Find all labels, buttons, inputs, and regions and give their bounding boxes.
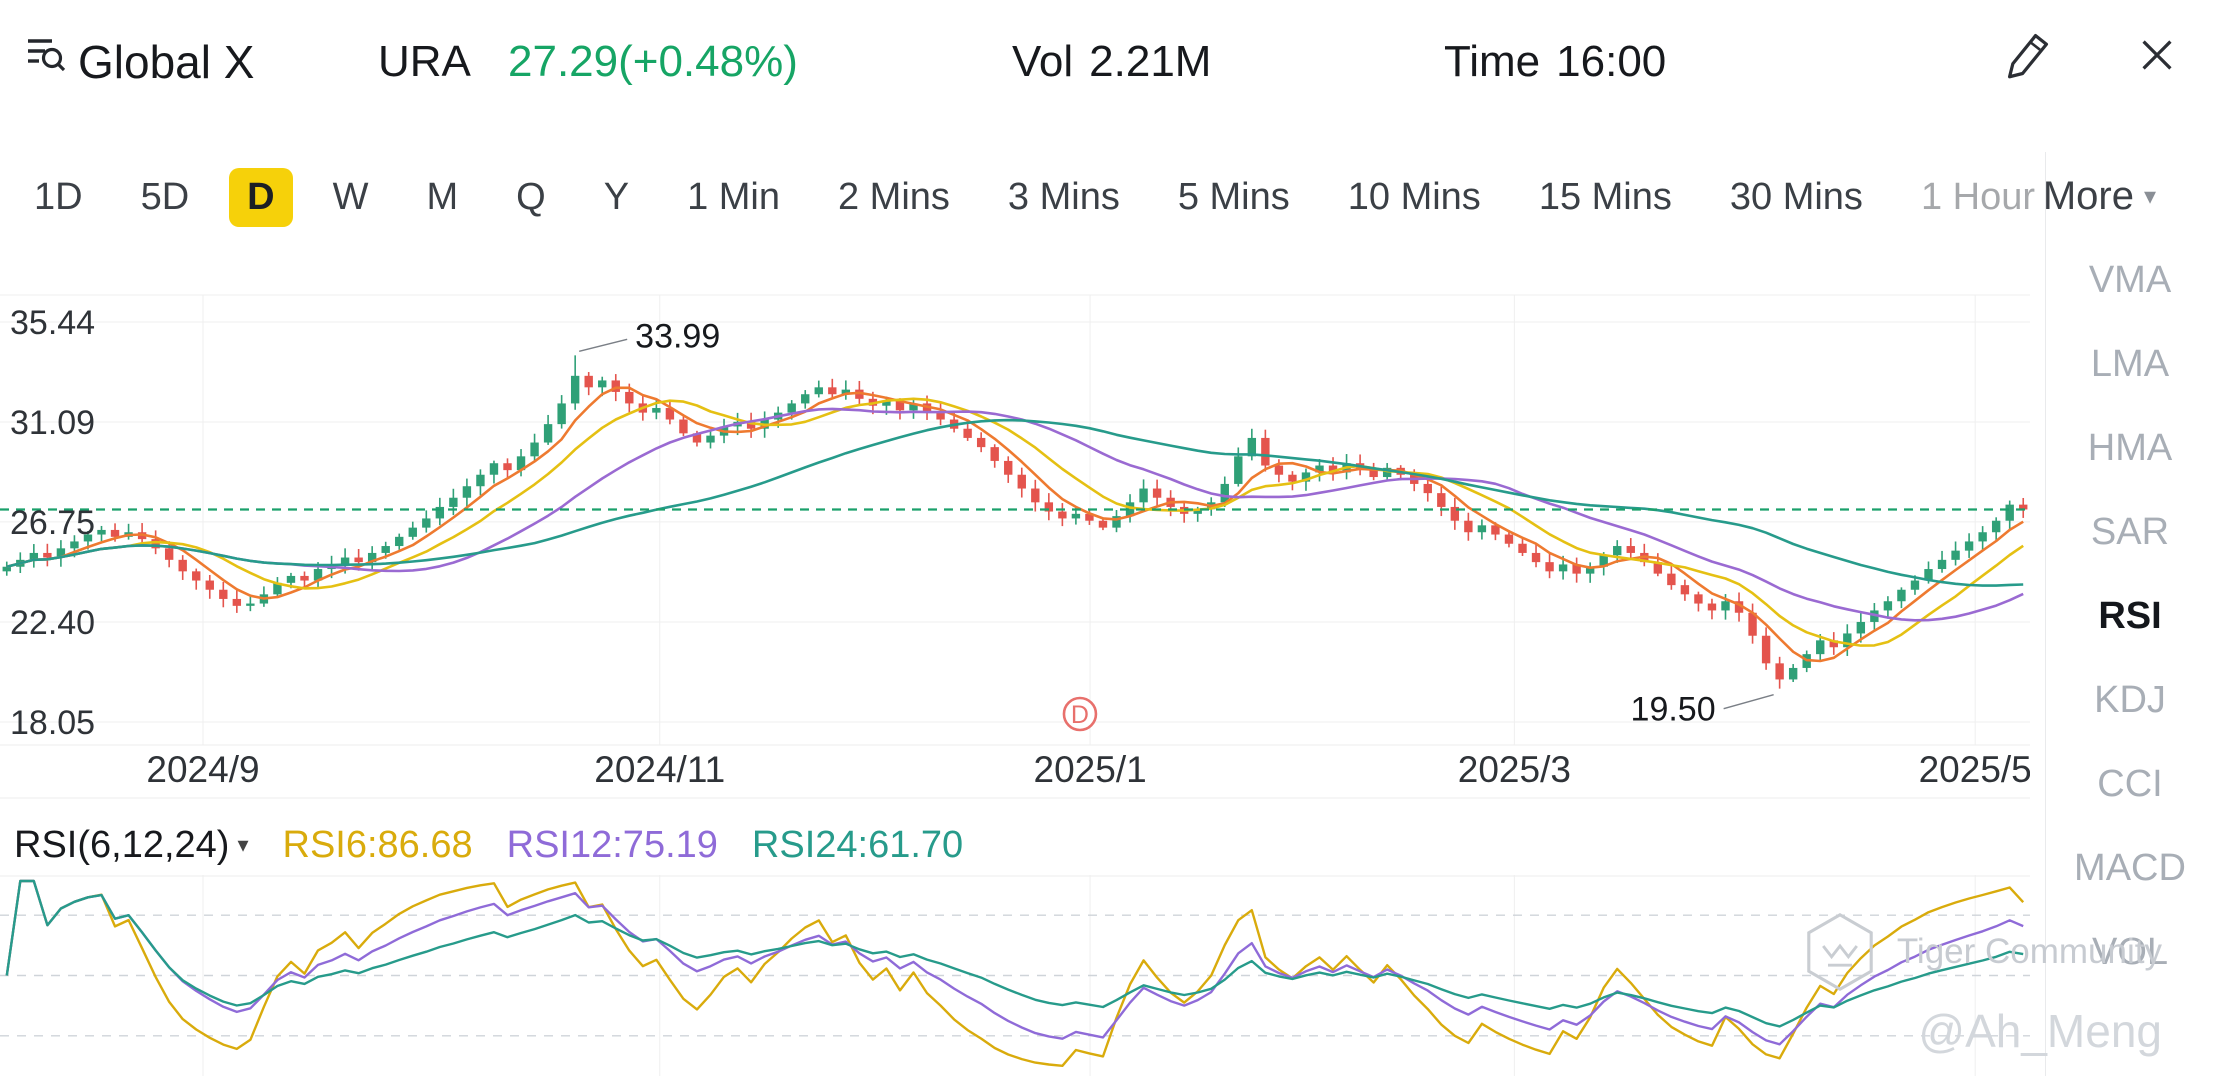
- indicator-vol[interactable]: VOL: [2091, 930, 2169, 973]
- svg-text:31.09: 31.09: [10, 404, 95, 442]
- indicator-vma[interactable]: VMA: [2088, 258, 2172, 301]
- chevron-down-icon: ▾: [2143, 183, 2156, 210]
- rsi-legend: RSI(6,12,24) ▾ RSI6:86.68 RSI12:75.19 RS…: [14, 820, 963, 870]
- svg-text:19.50: 19.50: [1631, 691, 1716, 729]
- svg-text:2024/11: 2024/11: [594, 749, 725, 790]
- svg-text:22.40: 22.40: [10, 604, 95, 642]
- time-value: 16:00: [1556, 37, 1667, 86]
- time-readout: Time 16:00: [1444, 36, 1666, 88]
- ticker-symbol: URA: [378, 37, 471, 86]
- indicator-sidebar: VMA LMA HMA SAR RSI KDJ CCI MACD VOL: [2045, 152, 2214, 1076]
- price-change: 27.29(+0.48%): [508, 37, 798, 86]
- svg-text:33.99: 33.99: [635, 317, 720, 355]
- svg-text:2024/9: 2024/9: [146, 749, 259, 790]
- more-label: More: [2042, 174, 2134, 218]
- time-label: Time: [1444, 37, 1541, 86]
- rsi-period-selector[interactable]: RSI(6,12,24) ▾: [14, 824, 249, 867]
- indicator-kdj[interactable]: KDJ: [2094, 678, 2166, 721]
- tab-d[interactable]: D: [229, 167, 293, 227]
- tab-10-mins[interactable]: 10 Mins: [1347, 175, 1481, 218]
- volume-value: 2.21M: [1089, 37, 1212, 86]
- svg-text:2025/3: 2025/3: [1458, 749, 1571, 790]
- draw-tool-icon[interactable]: [2002, 28, 2054, 85]
- svg-text:D: D: [1071, 701, 1089, 729]
- tab-1-min[interactable]: 1 Min: [687, 175, 780, 218]
- indicator-macd[interactable]: MACD: [2074, 846, 2186, 889]
- tab-5-mins[interactable]: 5 Mins: [1177, 175, 1290, 218]
- tab-15-mins[interactable]: 15 Mins: [1538, 175, 1672, 218]
- tab-30-mins[interactable]: 30 Mins: [1729, 175, 1863, 218]
- ma-lines: [6, 386, 2024, 663]
- more-dropdown[interactable]: More ▾: [2043, 174, 2156, 219]
- chevron-down-icon: ▾: [237, 832, 249, 857]
- brand-name: Global X: [78, 36, 255, 88]
- rsi12-value: RSI12:75.19: [506, 823, 718, 866]
- indicator-hma[interactable]: HMA: [2087, 426, 2173, 469]
- chart-annotations: 33.99 19.50 D: [578, 317, 1774, 732]
- price-grid: 2024/9 2024/11 2025/1 2025/3 2025/5: [0, 294, 2030, 799]
- tab-m[interactable]: M: [426, 175, 459, 218]
- rsi-grid: [0, 875, 2030, 1076]
- indicator-rsi[interactable]: RSI: [2098, 594, 2162, 637]
- tab-3-mins[interactable]: 3 Mins: [1007, 175, 1120, 218]
- rsi-title-label: RSI(6,12,24): [14, 823, 230, 866]
- indicator-cci[interactable]: CCI: [2097, 762, 2163, 805]
- indicator-sar[interactable]: SAR: [2090, 510, 2170, 553]
- tab-w[interactable]: W: [332, 175, 369, 218]
- close-icon[interactable]: [2134, 32, 2180, 83]
- rsi6-value: RSI6:86.68: [282, 823, 473, 866]
- tab-q[interactable]: Q: [516, 175, 546, 218]
- svg-text:35.44: 35.44: [10, 304, 95, 342]
- svg-text:18.05: 18.05: [10, 704, 95, 742]
- rsi24-value: RSI24:61.70: [751, 823, 964, 866]
- watchlist-menu-icon[interactable]: [22, 30, 70, 83]
- rsi-lines: [5, 879, 2025, 1068]
- indicator-lma[interactable]: LMA: [2090, 342, 2170, 385]
- volume-readout: Vol 2.21M: [1012, 36, 1211, 88]
- axis-labels: 35.44 31.09 26.75 22.40 18.05: [10, 304, 95, 742]
- candlestick-chart[interactable]: 2024/9 2024/11 2025/1 2025/3 2025/5 35.44 31.0…: [0, 255, 2030, 800]
- svg-text:2025/1: 2025/1: [1034, 749, 1147, 790]
- tab-1-hour[interactable]: 1 Hour: [1920, 175, 2035, 218]
- tab-y[interactable]: Y: [603, 175, 630, 218]
- timeframe-tabs: 1D 5D D W M Q Y 1 Min 2 Mins 3 Mins 5 Mins 10 Mins 1…: [16, 162, 2044, 232]
- tab-5d[interactable]: 5D: [140, 175, 190, 218]
- volume-label: Vol: [1012, 37, 1074, 86]
- tab-2-mins[interactable]: 2 Mins: [837, 175, 950, 218]
- rsi-chart[interactable]: [0, 875, 2030, 1076]
- tab-1d[interactable]: 1D: [34, 175, 83, 218]
- svg-text:2025/5: 2025/5: [1919, 749, 2030, 790]
- svg-text:26.75: 26.75: [10, 504, 95, 542]
